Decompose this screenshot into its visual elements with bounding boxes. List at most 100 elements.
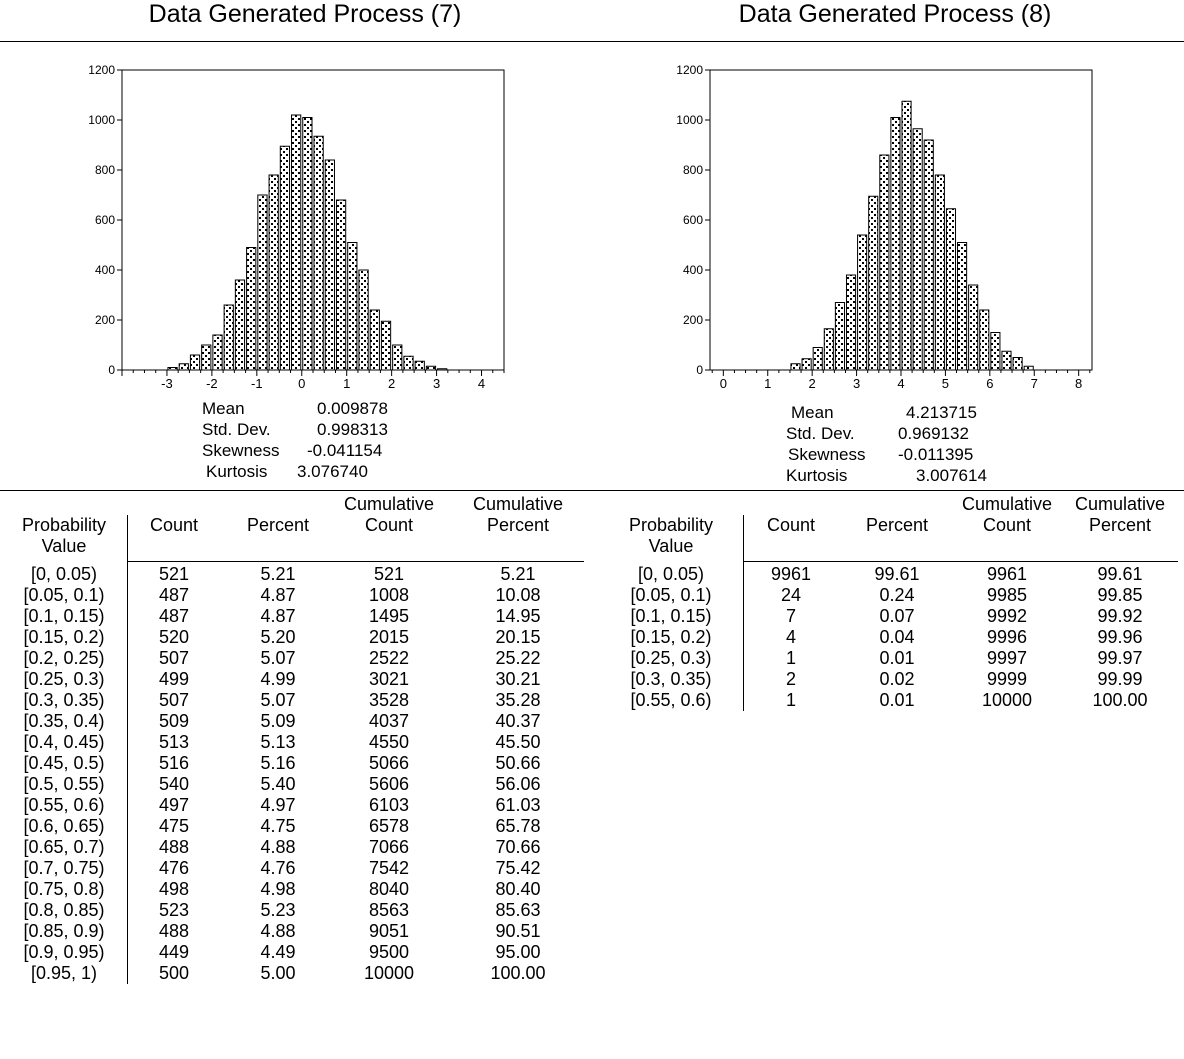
table-cell: 0.04 <box>879 627 915 647</box>
histogram-bar <box>812 347 823 371</box>
header-cumulative: Cumulative <box>1074 494 1166 514</box>
x-tick-label: 2 <box>809 376 816 391</box>
histogram-bar <box>223 304 234 371</box>
table-cell: 56.06 <box>495 774 541 794</box>
y-tick-label: 1000 <box>676 113 703 127</box>
table-cell: 540 <box>158 774 190 794</box>
stat-label: Kurtosis <box>786 466 848 485</box>
table-cell: 521 <box>373 564 405 584</box>
y-tick-label: 800 <box>95 163 115 177</box>
table-cell: [0.95, 1) <box>30 963 98 983</box>
histogram-bar <box>979 309 990 371</box>
header-value: Value <box>41 536 87 556</box>
histogram-bar <box>845 274 857 371</box>
table-cell: 5606 <box>368 774 410 794</box>
y-tick-label: 1200 <box>88 63 115 77</box>
histogram-bar <box>1023 365 1034 371</box>
table-cell: [0.35, 0.4) <box>23 711 105 731</box>
table-cell: 99.99 <box>1097 669 1143 689</box>
table-cell: [0.4, 0.45) <box>23 732 105 752</box>
table-cell: 35.28 <box>495 690 541 710</box>
histogram-bar <box>201 344 212 371</box>
table-header-rule <box>743 561 1178 562</box>
table-cell: [0.9, 0.95) <box>23 942 105 962</box>
header-cumulative-percent: Percent <box>1088 515 1152 535</box>
table-cell: 6103 <box>368 795 410 815</box>
stat-label: Mean <box>791 403 834 422</box>
table-cell: 7 <box>785 606 796 626</box>
table-cell: 5.13 <box>260 732 296 752</box>
histogram-bar <box>1012 357 1023 371</box>
stat-value: 4.213715 <box>906 403 977 422</box>
histogram-bar <box>358 269 369 371</box>
header-cumulative-count: Count <box>364 515 414 535</box>
histogram-bar <box>380 320 392 371</box>
table-cell: 14.95 <box>495 606 541 626</box>
table-cell: 61.03 <box>495 795 541 815</box>
table-cell: [0.55, 0.6) <box>23 795 105 815</box>
table-cell: 9992 <box>986 606 1028 626</box>
y-tick-label: 800 <box>683 163 703 177</box>
table-cell: 9996 <box>986 627 1028 647</box>
plot-frame <box>121 69 505 371</box>
stat-value: -0.011395 <box>898 445 974 464</box>
table-cell: 99.97 <box>1097 648 1143 668</box>
table-cell: [0, 0.05) <box>30 564 98 584</box>
table-cell: 9985 <box>986 585 1028 605</box>
table-cell: 5.09 <box>260 711 296 731</box>
x-tick-label: 2 <box>388 376 395 391</box>
histogram-bar <box>857 234 868 371</box>
table-cell: 5.07 <box>260 690 296 710</box>
table-cell: [0.45, 0.5) <box>23 753 105 773</box>
table-cell: [0.3, 0.35) <box>630 669 712 689</box>
table-cell: [0.75, 0.8) <box>23 879 105 899</box>
table-cell: 5.16 <box>260 753 296 773</box>
table-cell: 516 <box>158 753 190 773</box>
table-cell: 90.51 <box>495 921 541 941</box>
y-tick-label: 0 <box>108 363 115 377</box>
histogram-bar <box>369 309 380 371</box>
header-cumulative: Cumulative <box>343 494 435 514</box>
y-tick-label: 200 <box>95 313 115 327</box>
table-cell: 487 <box>158 585 190 605</box>
histogram-bar <box>268 174 279 371</box>
table-cell: [0.25, 0.3) <box>630 648 712 668</box>
table-cell: 9500 <box>368 942 410 962</box>
table-cell: 523 <box>158 900 190 920</box>
x-tick-label: 4 <box>897 376 904 391</box>
table-cell: 5066 <box>368 753 410 773</box>
x-tick-label: 3 <box>433 376 440 391</box>
histogram-bar <box>901 100 912 371</box>
histogram-bar <box>912 128 923 371</box>
table-cell: 487 <box>158 606 190 626</box>
table-cell: 10.08 <box>495 585 541 605</box>
table-cell: 498 <box>158 879 190 899</box>
stat-value: 3.007614 <box>916 466 987 485</box>
y-tick-label: 600 <box>683 213 703 227</box>
histogram-bar <box>437 368 448 371</box>
table-cell: 513 <box>158 732 190 752</box>
stat-value: 0.009878 <box>317 399 388 418</box>
table-cell: 99.92 <box>1097 606 1143 626</box>
table-cell: 5.00 <box>260 963 296 983</box>
histogram-bar <box>178 363 189 371</box>
table-cell: 70.66 <box>495 837 541 857</box>
table-cell: 4.76 <box>260 858 296 878</box>
table-cell: 4.98 <box>260 879 296 899</box>
table-cell: [0.8, 0.85) <box>23 900 105 920</box>
table-cell: 4.75 <box>260 816 296 836</box>
stat-value: 3.076740 <box>297 462 368 481</box>
histogram-bar <box>425 365 437 371</box>
plot-frame <box>709 69 1093 371</box>
histogram-bar <box>934 174 945 371</box>
x-tick-label: 7 <box>1031 376 1038 391</box>
histogram-left: 0 200 400 600 800 1000 1200 -3 -2 -1 0 1 2 3 4 <box>88 63 505 391</box>
y-tick-label: 0 <box>696 363 703 377</box>
table-cell: 1495 <box>368 606 410 626</box>
histogram-bar <box>212 334 223 371</box>
table-cell: 8563 <box>368 900 410 920</box>
table-cell: 40.37 <box>495 711 541 731</box>
histogram-bar <box>392 344 403 371</box>
table-cell: 497 <box>158 795 190 815</box>
x-tick-label: -2 <box>206 376 218 391</box>
